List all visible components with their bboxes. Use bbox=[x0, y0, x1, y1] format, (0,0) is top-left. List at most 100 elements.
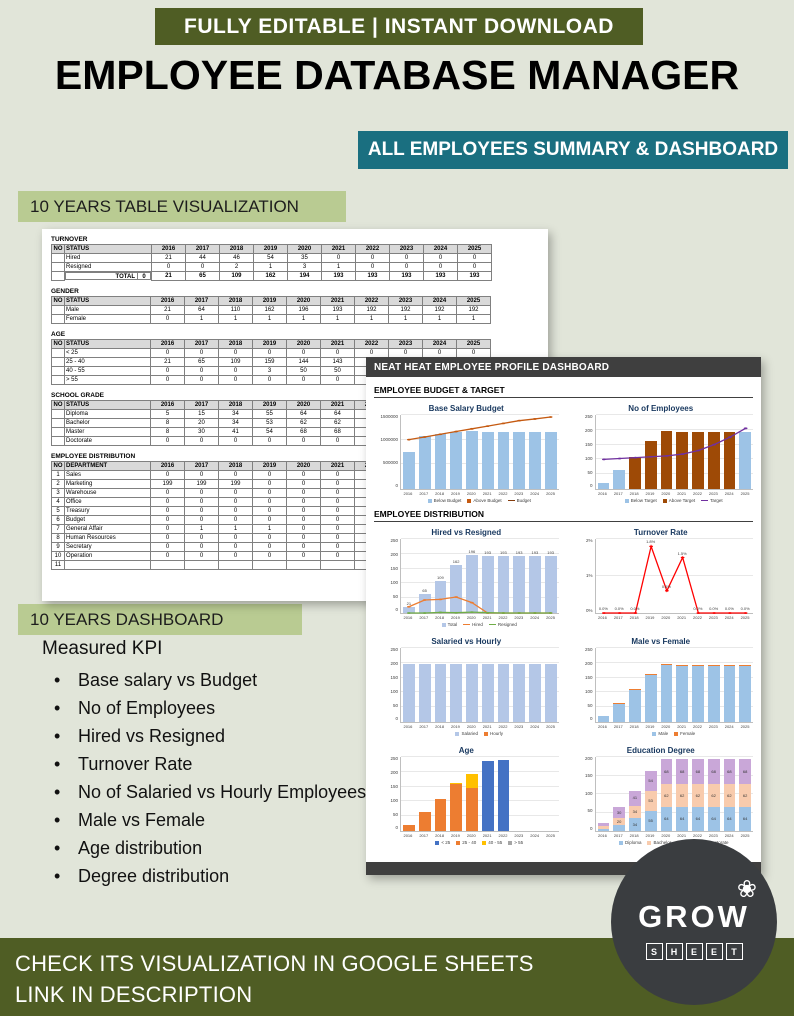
cell: 0 bbox=[150, 542, 185, 552]
cell: 1 bbox=[184, 524, 219, 534]
cell: 1 bbox=[320, 314, 355, 324]
bar-group bbox=[401, 415, 417, 489]
x-tick: 2022 bbox=[693, 491, 702, 496]
x-tick: 2018 bbox=[435, 833, 445, 838]
bar-segment: 68 bbox=[739, 759, 751, 785]
bar-group bbox=[464, 415, 480, 489]
bar-group bbox=[417, 648, 433, 722]
cell: 1 bbox=[286, 314, 321, 324]
cell: 0 bbox=[286, 488, 321, 498]
line-series bbox=[603, 546, 745, 613]
y-tick: 150 bbox=[584, 674, 593, 680]
x-tick: 2019 bbox=[451, 491, 460, 496]
x-tick: 2018 bbox=[629, 491, 639, 496]
bar-segment: 34 bbox=[629, 805, 641, 819]
bar-group: 64 62 68 bbox=[722, 757, 738, 831]
chart-title: Base Salary Budget bbox=[428, 404, 504, 413]
x-tick: 2025 bbox=[546, 724, 555, 729]
cell: 0 bbox=[320, 551, 355, 561]
bar-group bbox=[543, 648, 559, 722]
gridline bbox=[595, 428, 753, 430]
bar-segment bbox=[497, 663, 510, 722]
line-point bbox=[695, 612, 700, 614]
bar-group bbox=[737, 648, 753, 722]
cell: 0 bbox=[320, 479, 355, 489]
cell: 8 bbox=[150, 427, 185, 437]
cell bbox=[51, 375, 65, 385]
x-labels: 2016 2017 2018 2019 2020 2021 2022 2023 2024 2025 bbox=[400, 833, 559, 838]
segment-label: 34 bbox=[632, 821, 638, 827]
bar-group bbox=[596, 757, 612, 831]
header-cell: 2020 bbox=[286, 296, 321, 306]
bar-group bbox=[480, 648, 496, 722]
bar-segment bbox=[403, 606, 415, 613]
cell: Office bbox=[64, 497, 151, 507]
header-cell: NO bbox=[51, 339, 65, 349]
bar-group bbox=[527, 648, 543, 722]
bar-segment: 64 bbox=[660, 807, 673, 831]
header-cell: 2019 bbox=[253, 244, 288, 254]
cell: 0 bbox=[184, 506, 219, 516]
x-tick: 2020 bbox=[466, 833, 476, 838]
cell: 8 bbox=[51, 533, 65, 543]
kpi-list: Base salary vs Budget No of Employees Hire… bbox=[42, 670, 377, 887]
bar-group bbox=[527, 757, 543, 831]
cell: 0 bbox=[320, 348, 355, 358]
line-point bbox=[438, 598, 443, 601]
x-tick: 2018 bbox=[435, 491, 445, 496]
cell: 1 bbox=[456, 314, 491, 324]
y-tick: 50 bbox=[392, 593, 398, 599]
legend-label: Hourly bbox=[490, 731, 504, 736]
cell: 0 bbox=[320, 488, 355, 498]
plot-row: 250 200 150 100 50 0 bbox=[374, 647, 559, 723]
cell: 1 bbox=[253, 262, 288, 272]
point-label: 0.0% bbox=[630, 606, 640, 611]
bar-group: 64 62 68 bbox=[674, 757, 690, 831]
bar-segment bbox=[707, 665, 720, 722]
header-cell: 2024 bbox=[422, 296, 457, 306]
line-point bbox=[406, 438, 411, 441]
y-tick: 1500000 bbox=[380, 414, 398, 419]
cell: 0 bbox=[184, 375, 219, 385]
legend-item: Target bbox=[701, 498, 723, 503]
segment-label: 62 bbox=[679, 792, 685, 798]
chart-legend: < 25 25 - 40 40 - 55 > 55 bbox=[400, 840, 559, 845]
bar-segment bbox=[497, 555, 510, 613]
x-tick: 2018 bbox=[435, 724, 445, 729]
gridline bbox=[595, 756, 753, 757]
bar-group bbox=[674, 648, 690, 722]
dashboard-section-title: EMPLOYEE BUDGET & TARGET bbox=[374, 383, 753, 398]
x-tick: 2021 bbox=[677, 724, 687, 729]
table-section-title: EMPLOYEE DISTRIBUTION bbox=[51, 453, 136, 460]
gridline bbox=[401, 552, 559, 554]
x-tick: 2025 bbox=[740, 724, 750, 729]
bar-segment bbox=[644, 674, 657, 722]
cell bbox=[51, 366, 65, 376]
header-cell: 2022 bbox=[354, 296, 389, 306]
gridline bbox=[401, 676, 559, 678]
legend-swatch bbox=[482, 840, 487, 845]
kpi-block: Measured KPI Base salary vs Budget No of … bbox=[42, 638, 377, 894]
bar-segment: 54 bbox=[644, 771, 657, 792]
header-cell: NO bbox=[51, 461, 65, 471]
y-tick: 0 bbox=[589, 716, 593, 722]
y-tick: 2% bbox=[585, 538, 593, 543]
total-lead: 0 bbox=[137, 273, 150, 280]
cell: Secretary bbox=[64, 542, 151, 552]
cell: 3 bbox=[51, 488, 65, 498]
x-tick: 2019 bbox=[451, 724, 460, 729]
cell: 3 bbox=[287, 262, 322, 272]
y-tick: 100 bbox=[390, 579, 398, 585]
cell: 0 bbox=[218, 366, 253, 376]
cell: 30 bbox=[184, 427, 219, 437]
cell bbox=[252, 560, 287, 570]
line-point bbox=[632, 612, 637, 614]
gridline bbox=[401, 815, 559, 817]
cell: 0 bbox=[321, 253, 356, 263]
legend-label: Diploma bbox=[624, 840, 642, 845]
line-point bbox=[501, 612, 506, 614]
y-tick: 200 bbox=[390, 769, 398, 775]
cell bbox=[51, 314, 65, 324]
